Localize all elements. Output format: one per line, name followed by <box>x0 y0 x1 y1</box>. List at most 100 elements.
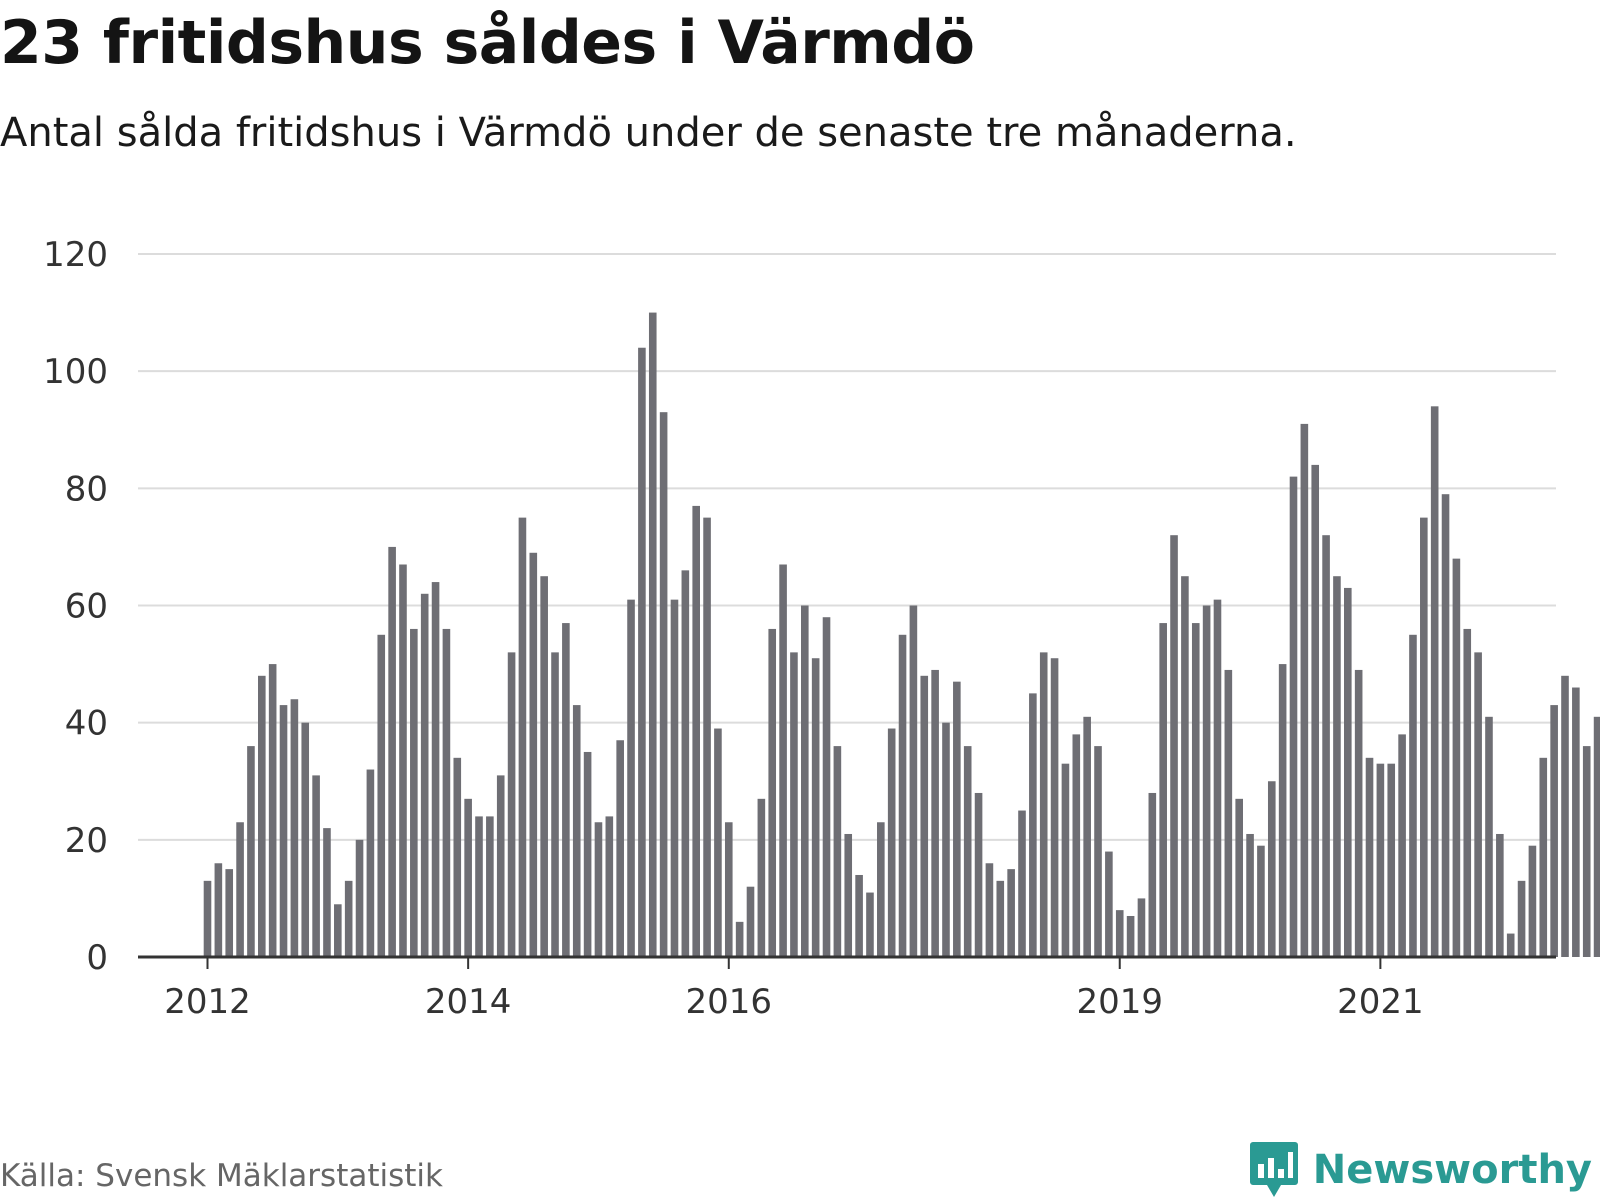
bar <box>268 664 277 957</box>
bar <box>290 699 299 957</box>
bar <box>1170 535 1178 957</box>
bar <box>681 570 690 957</box>
bar <box>1289 476 1298 957</box>
x-tick-label-2014: 2014 <box>425 982 512 1022</box>
bar <box>388 546 396 957</box>
bar <box>496 775 505 957</box>
y-axis-ticks: 0 20 40 60 80 100 120 <box>43 235 108 978</box>
y-tick-label-80: 80 <box>65 469 108 509</box>
bar <box>670 599 679 957</box>
y-tick-label-40: 40 <box>65 704 108 744</box>
bar <box>833 746 842 957</box>
bar <box>1257 845 1265 957</box>
bar <box>887 728 896 957</box>
bar <box>236 822 244 957</box>
bar <box>1398 734 1406 957</box>
bar <box>507 652 516 957</box>
bar <box>312 775 320 957</box>
bar <box>898 634 907 957</box>
bar <box>1094 746 1102 957</box>
bar <box>540 576 548 957</box>
y-tick-label-120: 120 <box>43 235 108 275</box>
bar <box>659 412 668 957</box>
brand-name: Newsworthy <box>1312 1147 1592 1193</box>
bar <box>757 798 766 957</box>
bar <box>1463 628 1472 957</box>
bar <box>1246 833 1254 957</box>
bar-chart: 0 20 40 60 80 100 120 2012 2014 2016 2019 2021 2023… <box>43 235 1600 1022</box>
bar <box>203 880 212 957</box>
y-tick-label-20: 20 <box>65 821 108 861</box>
x-tick-label-2016: 2016 <box>686 982 773 1022</box>
bar <box>1224 669 1233 957</box>
bar <box>866 892 874 957</box>
bar <box>323 828 331 957</box>
bar <box>1159 623 1167 957</box>
bar <box>410 628 418 957</box>
y-tick-label-100: 100 <box>43 352 108 392</box>
bar <box>714 728 722 957</box>
chart-title: 23 fritidshus såldes i Värmdö <box>0 8 975 78</box>
bar <box>779 564 787 957</box>
bar <box>790 652 798 957</box>
bar <box>974 792 983 957</box>
bar <box>1354 669 1363 957</box>
brand-logo: Newsworthy <box>1249 1140 1592 1200</box>
bar <box>334 904 342 957</box>
bar <box>1376 763 1385 957</box>
bar <box>1593 716 1600 957</box>
bar <box>1430 406 1439 958</box>
bar <box>1452 558 1461 957</box>
bar <box>518 517 527 957</box>
bar <box>1148 792 1157 957</box>
bar <box>1496 833 1504 957</box>
bar <box>1344 587 1352 957</box>
bar <box>822 617 831 957</box>
bar <box>1365 757 1374 957</box>
bar <box>963 746 972 957</box>
bar <box>431 582 440 957</box>
bar <box>1441 494 1450 957</box>
bar <box>877 822 885 957</box>
bar <box>735 921 744 957</box>
bar <box>1126 915 1135 957</box>
bar <box>1213 599 1222 957</box>
bar <box>1300 423 1309 957</box>
bar <box>486 816 494 957</box>
bar <box>1333 576 1341 957</box>
bar <box>1278 664 1287 957</box>
gridlines <box>138 253 1556 841</box>
bar <box>355 839 364 957</box>
bar <box>279 705 288 957</box>
bar <box>1181 576 1189 957</box>
bar <box>1311 464 1320 957</box>
bar <box>996 880 1005 957</box>
bar <box>344 880 353 957</box>
bar <box>529 552 538 957</box>
bar <box>301 722 310 957</box>
bar <box>1039 652 1048 957</box>
bar <box>703 517 711 957</box>
bar <box>953 681 961 957</box>
bar <box>1539 757 1548 957</box>
chart-subtitle: Antal sålda fritidshus i Värmdö under de… <box>0 110 1297 156</box>
bar <box>258 675 266 957</box>
bar <box>1506 933 1515 957</box>
y-tick-label-60: 60 <box>65 587 108 627</box>
bar <box>594 822 603 957</box>
bar <box>692 505 700 957</box>
bar <box>1018 810 1026 957</box>
bar <box>366 769 375 957</box>
bar <box>605 816 614 957</box>
bar <box>1322 535 1330 957</box>
bar <box>942 722 950 957</box>
bar <box>377 634 386 957</box>
bar <box>1582 746 1591 957</box>
bar <box>920 675 929 957</box>
bar <box>1029 693 1037 957</box>
bar <box>1485 716 1493 957</box>
bar <box>1202 605 1211 957</box>
bar <box>1561 675 1569 957</box>
bar <box>1267 781 1276 957</box>
x-tick-label-2012: 2012 <box>164 982 251 1022</box>
